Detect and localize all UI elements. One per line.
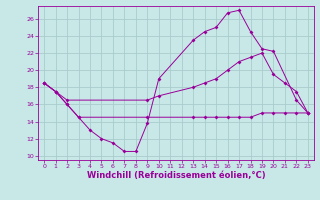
X-axis label: Windchill (Refroidissement éolien,°C): Windchill (Refroidissement éolien,°C) <box>87 171 265 180</box>
